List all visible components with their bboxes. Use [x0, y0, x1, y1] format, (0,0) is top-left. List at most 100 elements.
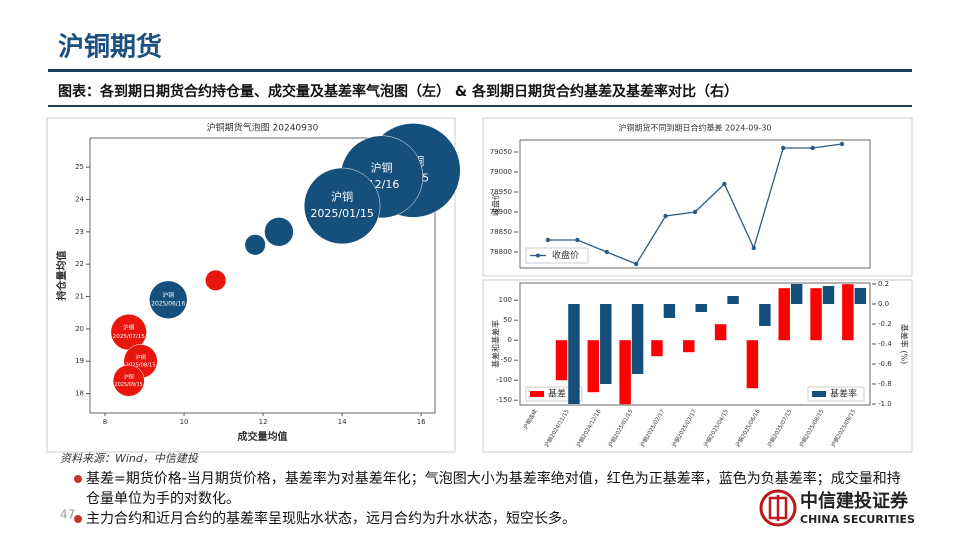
slide-title: 沪铜期货	[58, 32, 162, 63]
chart-title: 沪铜期货不同到期日合约基差 2024-09-30	[618, 123, 771, 133]
notes: 基差=期货价格-当月期货价格，基差率为对基差年化；气泡图大小为基差率绝对值，红色…	[74, 469, 914, 529]
bubble	[149, 280, 188, 319]
logo-icon	[759, 489, 797, 527]
y-tick-label: 0.2	[878, 280, 889, 288]
plot-area	[89, 137, 436, 414]
y-tick-label: -150	[496, 396, 512, 404]
y-tick-label: 25	[75, 163, 84, 171]
legend-box	[807, 386, 865, 402]
x-tick-label: 沪铜2025/06/16	[733, 407, 762, 448]
chart-caption: 图表：各到期日期货合约持仓量、成交量及基差率气泡图（左） & 各到期日期货合约基…	[58, 83, 738, 100]
y-tick-label: -0.4	[878, 340, 892, 348]
chart-title: 沪铜期货气泡图 20240930	[207, 122, 319, 134]
y-tick-label: -0.2	[878, 320, 892, 328]
y-tick-label: -0.6	[878, 360, 892, 368]
y-tick-label: 0.0	[878, 300, 889, 308]
y-tick-label: 78950	[490, 188, 512, 196]
y-tick-label: 79050	[490, 148, 512, 156]
bubble	[303, 167, 381, 245]
x-tick-label: 沪铜2025/01/15	[606, 407, 635, 448]
logo-english: CHINA SECURITIES	[800, 513, 915, 526]
bar	[683, 340, 695, 353]
bar	[555, 340, 568, 381]
bar	[631, 304, 644, 374]
legend-box	[525, 247, 589, 264]
line-marker	[751, 245, 756, 251]
x-tick-label: 14	[338, 418, 347, 426]
y-tick-label: 22	[75, 260, 84, 268]
x-tick-label: 沪铜2024/11/15	[542, 407, 571, 448]
y-tick-label: -50	[501, 356, 512, 364]
bar	[695, 304, 707, 312]
bar	[587, 340, 600, 393]
bubble	[112, 364, 145, 397]
chart-frame	[46, 117, 456, 453]
y-axis-label: 持仓量均值	[55, 251, 68, 301]
bubble-label: 2025/07/15	[113, 334, 146, 340]
bar	[759, 304, 771, 326]
bar	[778, 288, 790, 341]
y-tick-label: 20	[75, 325, 84, 333]
x-tick-label: 10	[180, 418, 189, 426]
bar	[651, 340, 663, 357]
y-tick-label: 50	[503, 316, 512, 324]
line-marker	[781, 145, 786, 151]
page-number: 47	[60, 508, 75, 522]
line-marker	[722, 181, 727, 187]
bar	[810, 288, 822, 341]
x-tick-label: 沪铜2025/07/15	[765, 407, 794, 448]
bubble	[205, 269, 227, 291]
bubble	[264, 217, 294, 247]
bubble-label: 沪铜	[162, 291, 174, 299]
bubble-label: 2025/09/15	[115, 382, 143, 388]
x-tick-label: 沪铜2025/09/15	[829, 407, 858, 448]
chart-frame	[482, 117, 913, 277]
line-marker	[839, 141, 845, 147]
y-tick-label: 78850	[490, 228, 512, 236]
legend-swatch	[812, 391, 826, 397]
bubble-label: 沪铜	[135, 353, 145, 361]
bar	[600, 304, 612, 384]
x-tick-label: 8	[103, 418, 107, 426]
bar	[822, 286, 835, 304]
y-tick-label: -100	[496, 376, 512, 384]
y-tick-label: 79000	[490, 168, 512, 176]
bar	[619, 340, 631, 405]
x-tick-label: 沪铜连续	[521, 407, 539, 430]
y-tick-label: 0	[508, 336, 512, 344]
y-tick-label: 24	[75, 195, 84, 203]
y-axis-label: 基差和基差率	[491, 320, 501, 368]
legend-label: 收盘价	[552, 249, 579, 261]
y-tick-label: 23	[75, 228, 84, 236]
legend-label: 基差	[548, 388, 566, 400]
legend-label: 基差率	[830, 388, 857, 400]
bar	[568, 304, 580, 404]
note: 基差=期货价格-当月期货价格，基差率为对基差年化；气泡图大小为基差率绝对值，红色…	[74, 469, 914, 509]
bubble-label: 2025/08/15	[125, 363, 155, 369]
source: 资料来源：Wind，中信建投	[60, 452, 199, 465]
bubble-label: 沪铜	[371, 161, 393, 175]
x-tick-label: 沪铜2024/12/16	[574, 407, 603, 448]
logo-name: 中信建投证券	[800, 490, 909, 512]
bubble	[244, 234, 266, 256]
x-tick-label: 沪铜2025/02/17	[638, 407, 667, 448]
line-marker	[634, 261, 639, 267]
y-tick-label: -1.0	[878, 400, 892, 408]
plot-area	[519, 139, 871, 269]
bubble-label: 2025/06/16	[151, 302, 185, 308]
legend-swatch	[536, 253, 540, 258]
line	[548, 143, 843, 265]
plot-area	[519, 282, 871, 406]
y-tick-label: 18	[75, 390, 84, 398]
line-marker	[545, 237, 551, 243]
x-tick-label: 沪铜2025/04/15	[702, 407, 731, 448]
line-marker	[575, 237, 580, 243]
bubble-label: 沪铜	[124, 373, 134, 380]
bar	[854, 288, 867, 304]
title-rule	[48, 69, 912, 72]
y2-axis-label: 基差率 (%)	[900, 324, 910, 364]
y-tick-label: 21	[75, 293, 84, 301]
bar	[746, 340, 759, 389]
x-tick-label: 沪铜2025/03/17	[670, 407, 699, 448]
